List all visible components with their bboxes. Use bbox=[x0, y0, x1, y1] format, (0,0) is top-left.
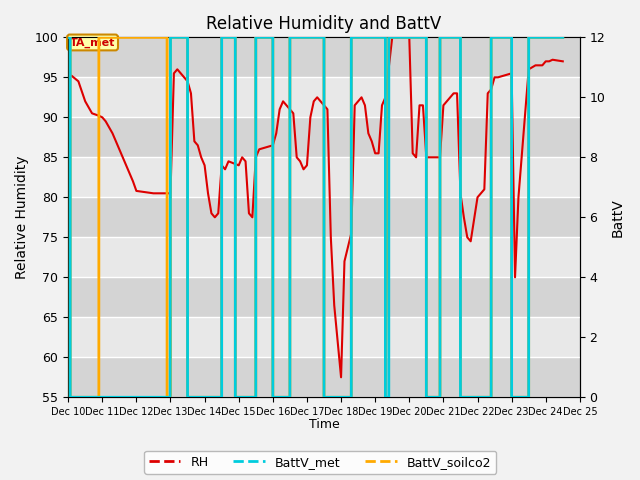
Y-axis label: BattV: BattV bbox=[611, 198, 625, 237]
Title: Relative Humidity and BattV: Relative Humidity and BattV bbox=[206, 15, 442, 33]
Legend: RH, BattV_met, BattV_soilco2: RH, BattV_met, BattV_soilco2 bbox=[144, 451, 496, 474]
Bar bbox=[68, 197, 580, 237]
Bar bbox=[68, 117, 580, 157]
Bar bbox=[68, 157, 580, 197]
Y-axis label: Relative Humidity: Relative Humidity bbox=[15, 156, 29, 279]
Bar bbox=[68, 77, 580, 117]
Bar bbox=[68, 317, 580, 357]
Bar bbox=[68, 37, 580, 77]
Bar bbox=[68, 237, 580, 277]
Text: TA_met: TA_met bbox=[70, 37, 115, 48]
Bar bbox=[68, 357, 580, 397]
Bar bbox=[68, 277, 580, 317]
X-axis label: Time: Time bbox=[308, 419, 339, 432]
